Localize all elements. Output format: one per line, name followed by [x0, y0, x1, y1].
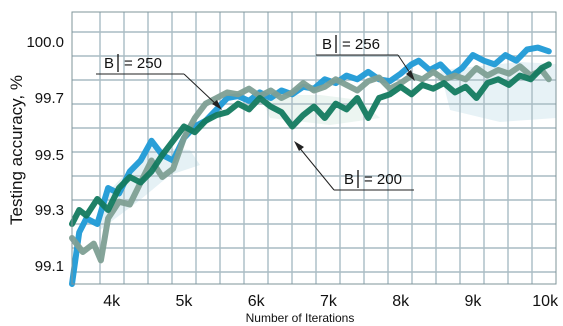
- x-tick-label: 8k: [392, 293, 410, 310]
- annotation-b200-label: B: [344, 171, 354, 188]
- x-tick-labels: 4k 5k 6k 7k 8k 9k 10k: [103, 293, 559, 310]
- annotation-b250-arrow: [212, 100, 222, 110]
- x-tick-label: 10k: [532, 293, 559, 310]
- annotation-b200-value: = 200: [364, 171, 402, 188]
- annotation-b256: B = 256: [316, 35, 415, 81]
- annotation-b250-leader: [183, 73, 219, 107]
- series-line-3: [69, 61, 552, 227]
- y-tick-label: 99.7: [35, 90, 64, 107]
- x-tick-label: 4k: [103, 293, 121, 310]
- annotation-b256-label: B: [322, 36, 332, 53]
- annotation-b256-arrow: [406, 70, 415, 81]
- series-line-2: [69, 63, 552, 264]
- annotation-b200-leader: [297, 145, 335, 191]
- x-axis-label: Number of Iterations: [246, 311, 355, 325]
- x-tick-label: 5k: [176, 293, 194, 310]
- y-tick-label: 99.1: [35, 258, 64, 275]
- y-axis-label: Testing accuracy, %: [7, 75, 26, 225]
- y-tick-label: 99.3: [35, 202, 64, 219]
- annotation-b200: B = 200: [294, 141, 414, 191]
- series-layer: [69, 44, 552, 287]
- annotation-b250-value: = 250: [124, 55, 162, 72]
- x-tick-label: 6k: [248, 293, 266, 310]
- y-tick-label: 100.0: [26, 34, 64, 51]
- y-tick-labels: 99.1 99.3 99.5 99.7 100.0: [26, 34, 64, 275]
- x-tick-label: 9k: [464, 293, 482, 310]
- plot-frame: [71, 11, 557, 285]
- annotation-b250: B = 250: [96, 54, 222, 110]
- y-tick-label: 99.5: [35, 147, 64, 164]
- annotation-b256-value: = 256: [342, 36, 380, 53]
- annotation-b250-label: B: [104, 55, 114, 72]
- annotation-b200-arrow: [294, 141, 304, 151]
- x-tick-label: 7k: [320, 293, 338, 310]
